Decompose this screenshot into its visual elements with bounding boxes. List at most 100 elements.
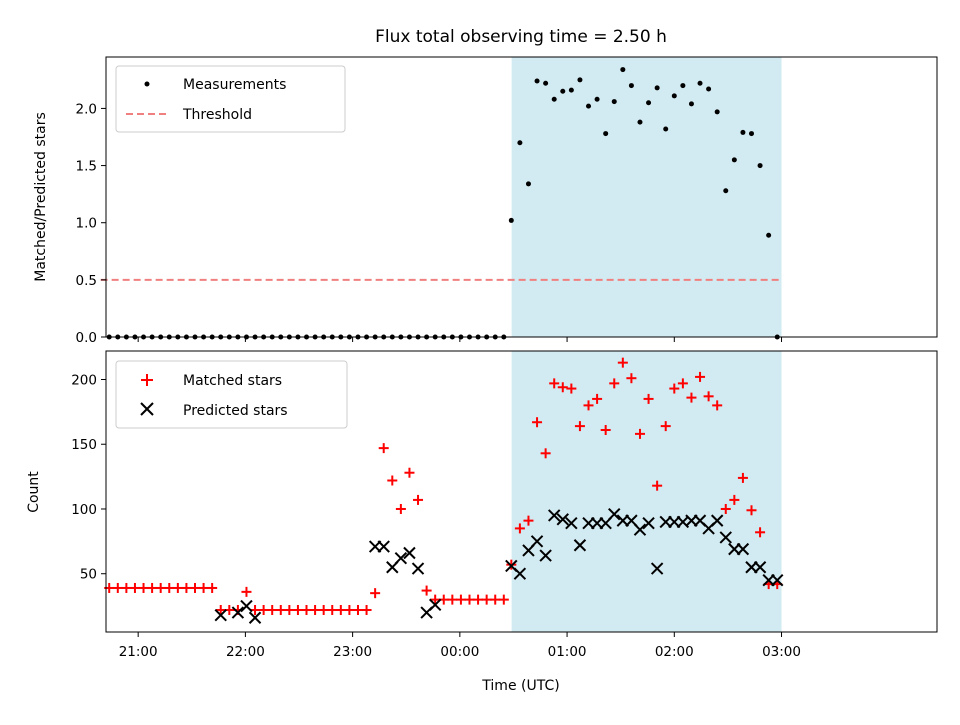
measurement-point bbox=[663, 126, 669, 132]
matched-star-point bbox=[181, 582, 192, 593]
measurement-point bbox=[577, 77, 583, 83]
measurement-point bbox=[508, 217, 514, 223]
predicted-star-point bbox=[633, 523, 647, 536]
predicted-star-point bbox=[771, 573, 784, 587]
bottom-y-tick-label: 200 bbox=[71, 372, 97, 388]
matched-star-point bbox=[172, 582, 183, 593]
measurement-point bbox=[586, 103, 592, 109]
x-tick-label: 02:00 bbox=[655, 644, 694, 660]
matched-star-point bbox=[557, 382, 568, 393]
predicted-star-point bbox=[403, 546, 416, 560]
predicted-star-point bbox=[240, 599, 253, 613]
matched-star-point bbox=[267, 604, 278, 615]
matched-star-point bbox=[189, 582, 200, 593]
predicted-star-point bbox=[231, 606, 245, 619]
measurement-point bbox=[560, 88, 566, 94]
measurement-point bbox=[748, 131, 754, 137]
x-tick-label: 21:00 bbox=[119, 644, 158, 660]
matched-star-point bbox=[592, 393, 603, 404]
matched-star-point bbox=[455, 594, 466, 605]
measurement-point bbox=[620, 67, 626, 73]
matched-star-point bbox=[335, 604, 346, 615]
predicted-stars-points bbox=[214, 507, 784, 624]
matched-star-point bbox=[481, 594, 492, 605]
matched-star-point bbox=[310, 604, 321, 615]
predicted-star-point bbox=[565, 517, 578, 530]
measurement-point bbox=[525, 181, 531, 187]
matched-star-point bbox=[198, 582, 209, 593]
bottom-x-ticks: 21:00 22:00 23:00 00:00 01:00 02:00 03:00 bbox=[119, 632, 801, 660]
matched-star-point bbox=[284, 604, 295, 615]
matched-star-point bbox=[695, 371, 706, 382]
predicted-star-point bbox=[650, 562, 664, 575]
bottom-y-axis-label: Count bbox=[26, 471, 42, 513]
matched-star-point bbox=[464, 594, 475, 605]
matched-star-point bbox=[532, 417, 543, 428]
matched-star-point bbox=[737, 472, 748, 483]
predicted-star-point bbox=[214, 608, 227, 622]
matched-star-point bbox=[395, 503, 406, 514]
predicted-star-point bbox=[539, 549, 552, 562]
matched-star-point bbox=[301, 604, 312, 615]
predicted-star-point bbox=[547, 509, 561, 522]
matched-star-point bbox=[275, 604, 286, 615]
matched-star-point bbox=[755, 527, 766, 538]
matched-star-point bbox=[643, 393, 654, 404]
x-tick-label: 01:00 bbox=[548, 644, 587, 660]
matched-star-point bbox=[258, 604, 269, 615]
matched-star-point bbox=[344, 604, 355, 615]
top-legend: Measurements Threshold bbox=[115, 65, 346, 133]
predicted-star-point bbox=[573, 539, 587, 552]
matched-star-point bbox=[370, 588, 381, 599]
matched-star-point bbox=[549, 378, 560, 389]
matched-star-point bbox=[147, 582, 158, 593]
measurement-point bbox=[534, 78, 540, 84]
predicted-star-point bbox=[642, 517, 655, 530]
bottom-y-tick-label: 100 bbox=[71, 502, 97, 518]
measurement-point bbox=[680, 83, 686, 89]
measurement-point bbox=[714, 109, 720, 115]
matched-star-point bbox=[490, 594, 501, 605]
top-y-tick-label: 0.5 bbox=[76, 273, 97, 289]
matched-star-point bbox=[473, 594, 484, 605]
measurement-point bbox=[611, 99, 617, 105]
bottom-y-ticks: 50 100 150 200 bbox=[71, 372, 106, 583]
bottom-plot-frame bbox=[105, 350, 938, 633]
chart-title: Flux total observing time = 2.50 h bbox=[375, 27, 667, 47]
top-plot-frame bbox=[105, 56, 938, 338]
matched-star-point bbox=[652, 480, 663, 491]
measurement-point bbox=[603, 131, 609, 137]
matched-star-point bbox=[514, 523, 525, 534]
top-legend-box bbox=[115, 65, 346, 133]
predicted-star-point bbox=[753, 561, 767, 574]
measurement-point bbox=[740, 129, 746, 135]
predicted-star-point bbox=[530, 535, 544, 548]
measurement-point bbox=[723, 188, 729, 194]
matched-star-point bbox=[583, 400, 594, 411]
matched-star-point bbox=[361, 604, 372, 615]
matched-star-point bbox=[523, 515, 534, 526]
matched-star-point bbox=[686, 392, 697, 403]
matched-star-point bbox=[634, 428, 645, 439]
matched-star-point bbox=[720, 503, 731, 514]
measurement-point bbox=[637, 119, 643, 125]
legend-threshold-label: Threshold bbox=[182, 107, 252, 123]
measurement-point bbox=[646, 100, 652, 106]
predicted-star-point bbox=[513, 567, 527, 580]
x-tick-label: 00:00 bbox=[440, 644, 479, 660]
measurement-point bbox=[731, 157, 737, 163]
top-y-tick-label: 1.0 bbox=[76, 216, 97, 232]
top-x-ticks bbox=[137, 337, 783, 342]
measurement-point bbox=[671, 93, 677, 99]
matched-star-point bbox=[729, 494, 740, 505]
legend-matched-marker bbox=[141, 374, 153, 386]
measurement-point bbox=[654, 85, 660, 91]
bottom-shade-rect bbox=[511, 351, 782, 632]
matched-star-point bbox=[447, 594, 458, 605]
matched-star-point bbox=[121, 582, 132, 593]
top-y-tick-label: 2.0 bbox=[76, 101, 97, 117]
matched-star-point bbox=[498, 594, 509, 605]
matched-star-point bbox=[574, 421, 585, 432]
measurement-point bbox=[517, 140, 523, 146]
